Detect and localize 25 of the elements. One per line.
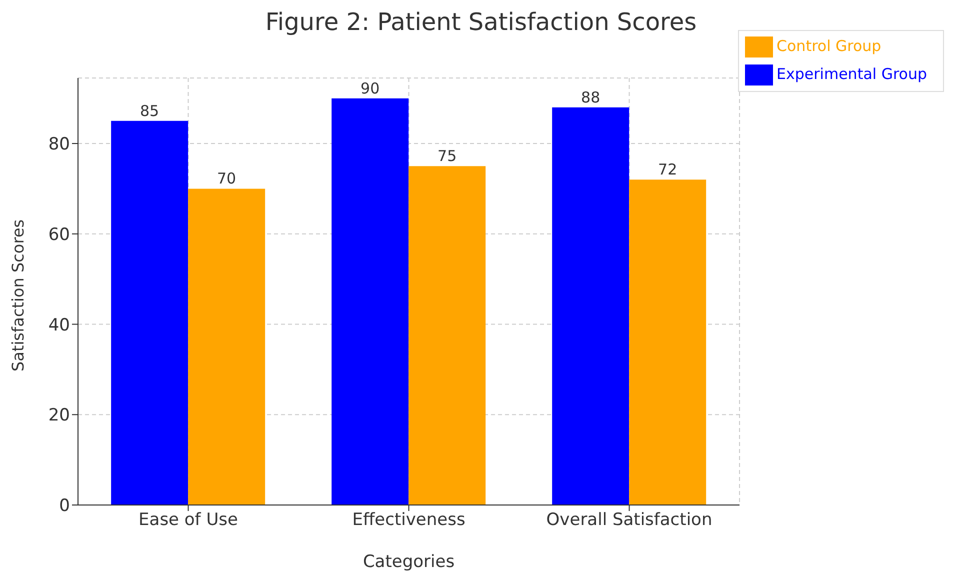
chart-title: Figure 2: Patient Satisfaction Scores bbox=[264, 8, 698, 36]
data-label: 90 bbox=[360, 79, 380, 98]
x-tick-label: Effectiveness bbox=[352, 510, 466, 530]
bar bbox=[188, 188, 266, 505]
bar bbox=[552, 107, 630, 505]
bar bbox=[408, 166, 486, 505]
y-tick-label: 40 bbox=[48, 315, 70, 336]
data-label: 85 bbox=[140, 102, 160, 120]
legend-label: Experimental Group bbox=[776, 65, 927, 84]
data-label: 88 bbox=[581, 88, 600, 106]
y-axis-title: Satisfaction Scores bbox=[8, 219, 28, 372]
y-tick-label: 80 bbox=[48, 134, 70, 155]
y-tick-label: 60 bbox=[48, 224, 70, 245]
bar bbox=[629, 180, 706, 505]
x-tick-label: Overall Satisfaction bbox=[546, 510, 712, 530]
data-label: 75 bbox=[438, 147, 457, 166]
x-axis-title: Categories bbox=[362, 552, 455, 572]
data-label: 72 bbox=[658, 160, 678, 179]
y-tick-label: 20 bbox=[48, 406, 70, 426]
x-tick-label: Ease of Use bbox=[138, 510, 238, 530]
bar bbox=[332, 98, 409, 505]
y-tick-label: 0 bbox=[59, 496, 70, 516]
data-label: 70 bbox=[217, 170, 236, 188]
bar bbox=[111, 120, 188, 505]
legend-label: Control Group bbox=[776, 37, 882, 56]
